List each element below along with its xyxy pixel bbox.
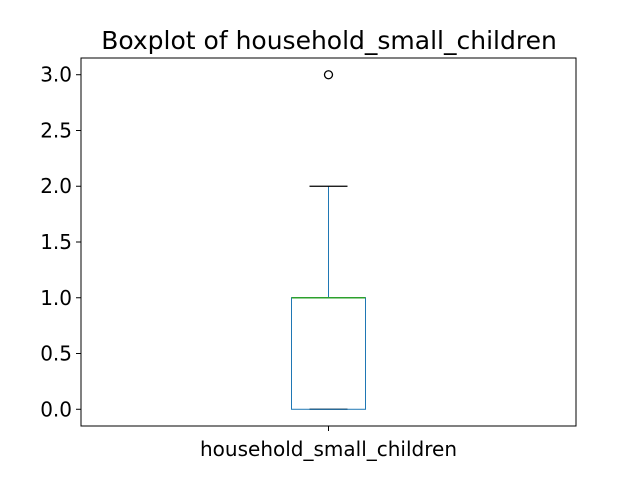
chart-title: Boxplot of household_small_children [101,26,557,55]
x-tick-label: household_small_children [200,437,457,461]
y-tick-label: 2.0 [40,174,72,198]
y-tick-label: 3.0 [40,63,72,87]
y-tick-label: 0.0 [40,397,72,421]
y-tick-label: 2.5 [40,118,72,142]
y-tick-label: 1.5 [40,230,72,254]
y-tick-label: 1.0 [40,286,72,310]
plot-frame [80,57,577,427]
plot-area: 0.0 0.5 1.0 1.5 2.0 2.5 3.0 household_small_chi… [40,63,457,461]
iqr-box [291,297,366,410]
outlier-point [323,70,334,80]
y-tick-label: 0.5 [40,342,72,366]
